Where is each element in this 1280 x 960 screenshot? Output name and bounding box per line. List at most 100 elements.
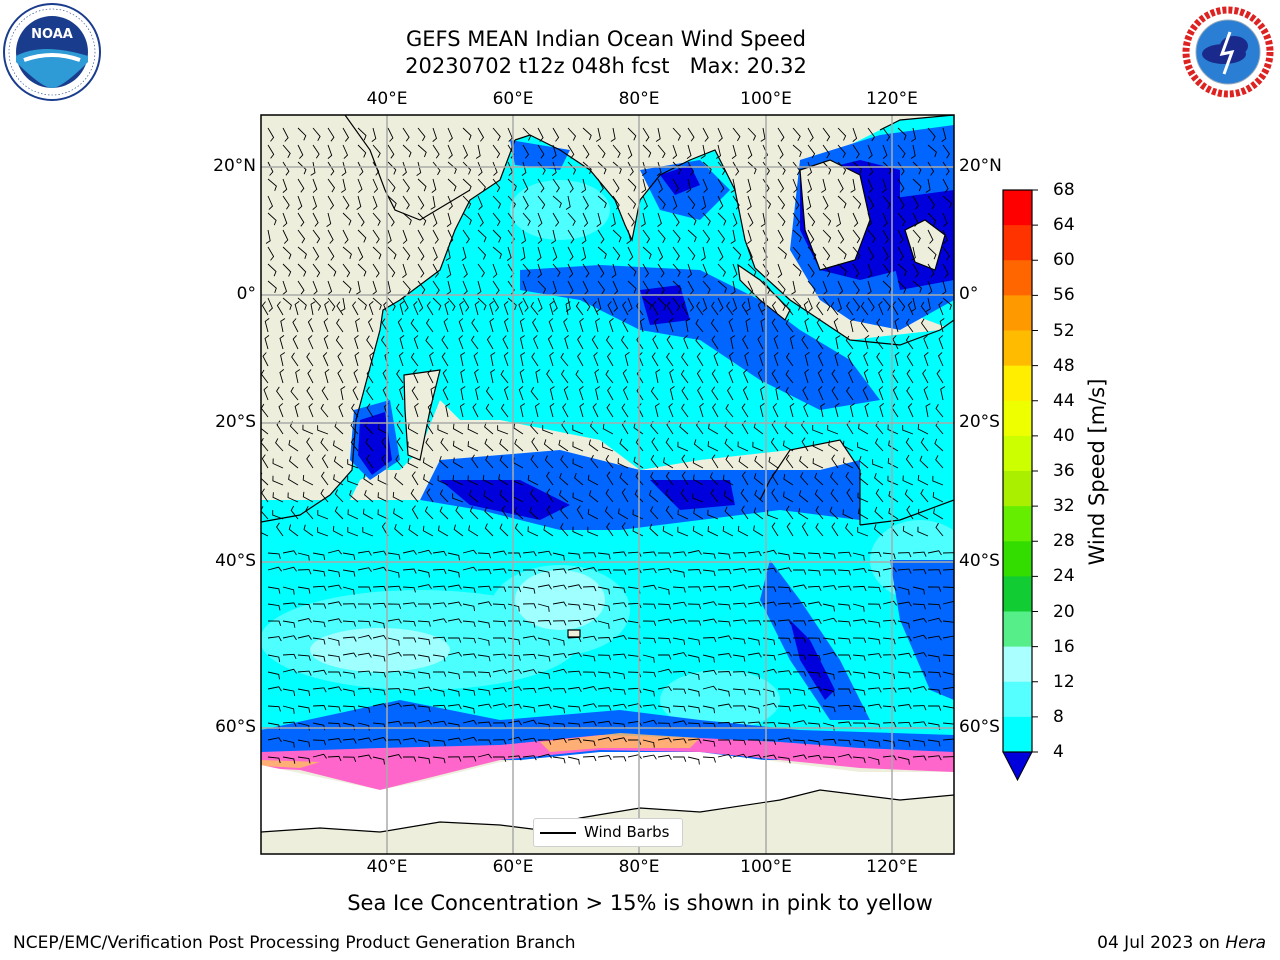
wind-barb bbox=[760, 212, 766, 227]
wind-barb bbox=[635, 437, 644, 452]
wind-barb bbox=[687, 603, 702, 610]
colorbar-segment bbox=[1003, 260, 1032, 296]
wind-barb bbox=[312, 705, 327, 711]
wind-barb bbox=[773, 352, 779, 367]
wind-barb bbox=[882, 246, 889, 261]
wind-barb bbox=[605, 488, 614, 503]
wind-barb bbox=[852, 127, 858, 142]
wind-barb bbox=[302, 474, 314, 486]
wind-barb bbox=[762, 246, 768, 261]
wind-barb bbox=[785, 454, 794, 469]
wind-barb bbox=[783, 474, 794, 486]
wind-barb bbox=[477, 620, 491, 628]
wind-barb bbox=[882, 280, 892, 294]
wind-barb bbox=[938, 335, 944, 350]
colorbar-tick-label: 20 bbox=[1053, 601, 1075, 622]
legend-line-swatch bbox=[540, 832, 576, 834]
wind-barb bbox=[425, 437, 434, 452]
wind-barb bbox=[462, 566, 477, 572]
wind-barb bbox=[717, 753, 732, 759]
colorbar-tick-label: 12 bbox=[1053, 671, 1075, 692]
wind-barb bbox=[320, 437, 329, 452]
wind-barb bbox=[657, 637, 671, 644]
wind-barb bbox=[294, 301, 300, 316]
wind-barb bbox=[477, 739, 492, 745]
wind-barb bbox=[807, 552, 821, 559]
wind-barb bbox=[582, 671, 597, 677]
wind-barb bbox=[912, 705, 927, 711]
wind-barb bbox=[700, 144, 706, 159]
wind-barb bbox=[441, 335, 449, 350]
wind-barb bbox=[852, 637, 867, 643]
wind-barb bbox=[757, 335, 764, 350]
wind-barb bbox=[537, 603, 550, 612]
wind-barb bbox=[552, 688, 567, 694]
wind-barb bbox=[717, 635, 732, 641]
wind-barb bbox=[665, 471, 674, 486]
wind-barb bbox=[537, 550, 552, 556]
wind-barb bbox=[912, 755, 927, 761]
wind-barb bbox=[582, 603, 596, 611]
wind-barb bbox=[597, 671, 611, 679]
wind-barb bbox=[429, 352, 434, 367]
wind-barb bbox=[836, 212, 842, 227]
wind-barb bbox=[417, 178, 427, 192]
wind-barb bbox=[430, 386, 436, 401]
wind-barb bbox=[356, 195, 362, 210]
wind-barb bbox=[473, 352, 479, 367]
wind-barb bbox=[522, 178, 529, 193]
wind-barb bbox=[852, 756, 866, 764]
wind-barb bbox=[381, 522, 389, 537]
wind-barb bbox=[606, 352, 614, 367]
wind-barb bbox=[561, 420, 569, 435]
wind-barb bbox=[837, 585, 852, 591]
wind-barb bbox=[837, 246, 847, 260]
wind-barb bbox=[417, 195, 425, 210]
wind-barb bbox=[857, 442, 869, 452]
wind-barb bbox=[552, 668, 567, 674]
wind-barb bbox=[897, 586, 910, 595]
wind-barb bbox=[830, 472, 839, 486]
wind-barb bbox=[537, 753, 552, 759]
wind-barb bbox=[552, 212, 560, 227]
wind-barb bbox=[872, 459, 884, 469]
wind-barb bbox=[732, 567, 747, 574]
wind-barb bbox=[771, 522, 779, 537]
wind-barb bbox=[747, 652, 762, 658]
wind-barb bbox=[831, 386, 839, 401]
wind-barb bbox=[882, 552, 896, 560]
wind-barb bbox=[801, 335, 809, 350]
wind-barb bbox=[882, 212, 888, 227]
wind-barb bbox=[888, 490, 899, 503]
wind-barb bbox=[430, 195, 436, 210]
wind-barb bbox=[327, 637, 340, 646]
wind-barb bbox=[907, 301, 914, 316]
wind-barb bbox=[753, 422, 764, 435]
wind-barb bbox=[867, 161, 874, 176]
wind-barb bbox=[492, 280, 500, 295]
wind-barb bbox=[681, 386, 689, 401]
wind-barb bbox=[822, 280, 828, 295]
wind-barb bbox=[747, 754, 762, 760]
wind-barb bbox=[364, 489, 374, 503]
wind-barb bbox=[942, 144, 950, 159]
wind-barb bbox=[822, 195, 829, 210]
wind-barb bbox=[427, 369, 434, 384]
wind-barb bbox=[702, 263, 708, 278]
wind-barb bbox=[352, 301, 359, 316]
wind-barb bbox=[453, 524, 464, 537]
wind-barb bbox=[830, 488, 839, 503]
wind-barb bbox=[477, 552, 492, 559]
wind-barb bbox=[336, 301, 344, 316]
wind-barb bbox=[837, 721, 852, 727]
wind-barb bbox=[624, 352, 630, 367]
colorbar-tick-label: 8 bbox=[1053, 706, 1064, 727]
wind-barb bbox=[711, 335, 719, 350]
wind-barb bbox=[723, 490, 734, 503]
legend: Wind Barbs bbox=[533, 818, 683, 847]
wind-barb bbox=[867, 671, 881, 680]
wind-barb bbox=[702, 637, 717, 643]
wind-barb bbox=[879, 403, 884, 418]
wind-barb bbox=[680, 369, 689, 384]
wind-barb bbox=[333, 456, 344, 469]
